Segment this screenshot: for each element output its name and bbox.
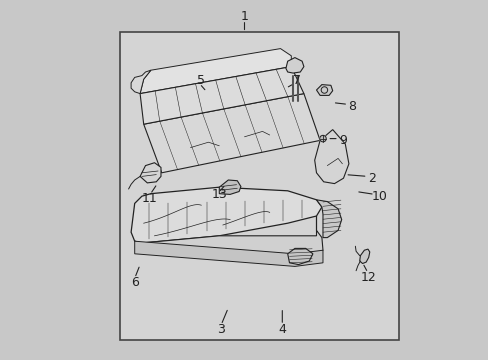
Text: 2: 2 — [367, 172, 375, 185]
Polygon shape — [316, 200, 341, 238]
Polygon shape — [131, 187, 321, 243]
Text: 9: 9 — [339, 134, 347, 147]
Polygon shape — [134, 241, 322, 266]
Polygon shape — [316, 85, 332, 95]
Text: 12: 12 — [360, 271, 376, 284]
Text: 11: 11 — [141, 192, 157, 204]
Polygon shape — [219, 180, 241, 194]
Text: 13: 13 — [211, 188, 227, 201]
Polygon shape — [140, 49, 291, 94]
Circle shape — [319, 135, 325, 142]
Text: 5: 5 — [197, 75, 205, 87]
Polygon shape — [140, 163, 161, 183]
Text: 6: 6 — [130, 276, 139, 289]
Text: 4: 4 — [278, 323, 285, 336]
Bar — [120, 32, 399, 340]
Text: 1: 1 — [240, 10, 248, 23]
Polygon shape — [287, 248, 312, 265]
Polygon shape — [131, 70, 151, 94]
Text: 8: 8 — [348, 100, 356, 113]
Polygon shape — [359, 249, 369, 264]
Text: 7: 7 — [292, 75, 300, 87]
Polygon shape — [140, 67, 303, 124]
Polygon shape — [143, 94, 320, 173]
Polygon shape — [314, 130, 348, 184]
Polygon shape — [134, 216, 322, 254]
Text: 10: 10 — [371, 190, 386, 203]
Polygon shape — [285, 58, 303, 73]
Text: 3: 3 — [217, 323, 224, 336]
